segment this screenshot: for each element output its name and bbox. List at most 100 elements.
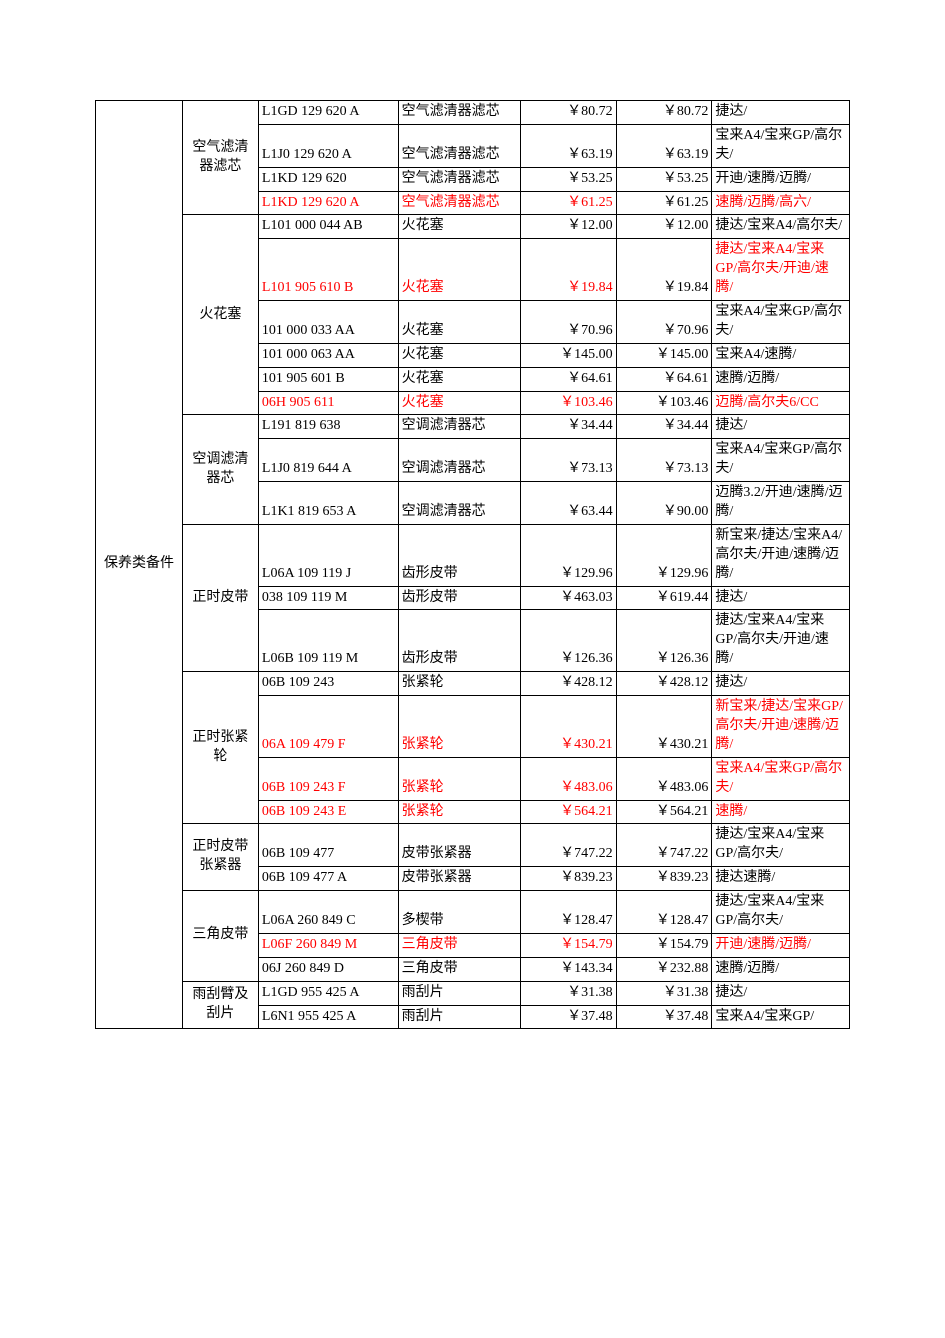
part-description: 齿形皮带 xyxy=(398,586,520,610)
price-2: ￥73.13 xyxy=(616,439,712,482)
part-description: 空气滤清器滤芯 xyxy=(398,101,520,125)
price-2: ￥232.88 xyxy=(616,957,712,981)
applicable-models: 宝来A4/宝来GP/高尔夫/ xyxy=(712,124,850,167)
price-1: ￥126.36 xyxy=(520,610,616,672)
part-number: 06B 109 243 xyxy=(258,672,398,696)
price-2: ￥619.44 xyxy=(616,586,712,610)
price-2: ￥90.00 xyxy=(616,482,712,525)
price-1: ￥463.03 xyxy=(520,586,616,610)
part-number: L1J0 129 620 A xyxy=(258,124,398,167)
price-2: ￥70.96 xyxy=(616,301,712,344)
price-1: ￥73.13 xyxy=(520,439,616,482)
applicable-models: 捷达/ xyxy=(712,981,850,1005)
part-description: 火花塞 xyxy=(398,239,520,301)
subcategory-cell: 正时皮带 xyxy=(182,524,258,671)
part-description: 空调滤清器芯 xyxy=(398,415,520,439)
part-description: 齿形皮带 xyxy=(398,524,520,586)
price-1: ￥34.44 xyxy=(520,415,616,439)
part-number: L1J0 819 644 A xyxy=(258,439,398,482)
subcategory-cell: 空调滤清器芯 xyxy=(182,415,258,524)
applicable-models: 宝来A4/速腾/ xyxy=(712,343,850,367)
price-1: ￥103.46 xyxy=(520,391,616,415)
part-number: L06B 109 119 M xyxy=(258,610,398,672)
price-1: ￥839.23 xyxy=(520,867,616,891)
parts-table: 保养类备件空气滤清器滤芯L1GD 129 620 A空气滤清器滤芯￥80.72￥… xyxy=(95,100,850,1029)
price-1: ￥430.21 xyxy=(520,696,616,758)
applicable-models: 捷达/宝来A4/宝来GP/高尔夫/开迪/速腾/ xyxy=(712,239,850,301)
part-number: L1KD 129 620 xyxy=(258,167,398,191)
price-2: ￥64.61 xyxy=(616,367,712,391)
part-description: 皮带张紧器 xyxy=(398,867,520,891)
price-1: ￥129.96 xyxy=(520,524,616,586)
price-2: ￥430.21 xyxy=(616,696,712,758)
price-2: ￥37.48 xyxy=(616,1005,712,1029)
table-row: 火花塞L101 000 044 AB火花塞￥12.00￥12.00捷达/宝来A4… xyxy=(96,215,850,239)
part-description: 三角皮带 xyxy=(398,933,520,957)
subcategory-cell: 三角皮带 xyxy=(182,891,258,982)
part-description: 空气滤清器滤芯 xyxy=(398,167,520,191)
price-2: ￥34.44 xyxy=(616,415,712,439)
part-number: L1K1 819 653 A xyxy=(258,482,398,525)
table-row: 正时张紧轮06B 109 243张紧轮￥428.12￥428.12捷达/ xyxy=(96,672,850,696)
applicable-models: 捷达/宝来A4/高尔夫/ xyxy=(712,215,850,239)
part-number: 06B 109 243 F xyxy=(258,757,398,800)
price-1: ￥145.00 xyxy=(520,343,616,367)
applicable-models: 捷达速腾/ xyxy=(712,867,850,891)
applicable-models: 速腾/ xyxy=(712,800,850,824)
table-row: 正时皮带张紧器06B 109 477皮带张紧器￥747.22￥747.22捷达/… xyxy=(96,824,850,867)
part-description: 齿形皮带 xyxy=(398,610,520,672)
part-description: 空调滤清器芯 xyxy=(398,482,520,525)
table-row: 保养类备件空气滤清器滤芯L1GD 129 620 A空气滤清器滤芯￥80.72￥… xyxy=(96,101,850,125)
price-1: ￥53.25 xyxy=(520,167,616,191)
part-description: 张紧轮 xyxy=(398,757,520,800)
part-number: L06F 260 849 M xyxy=(258,933,398,957)
part-description: 空气滤清器滤芯 xyxy=(398,124,520,167)
part-description: 张紧轮 xyxy=(398,672,520,696)
subcategory-cell: 火花塞 xyxy=(182,215,258,415)
price-1: ￥19.84 xyxy=(520,239,616,301)
price-2: ￥31.38 xyxy=(616,981,712,1005)
subcategory-cell: 空气滤清器滤芯 xyxy=(182,101,258,215)
price-2: ￥53.25 xyxy=(616,167,712,191)
applicable-models: 新宝来/捷达/宝来GP/高尔夫/开迪/速腾/迈腾/ xyxy=(712,696,850,758)
applicable-models: 迈腾/高尔夫6/CC xyxy=(712,391,850,415)
applicable-models: 开迪/速腾/迈腾/ xyxy=(712,167,850,191)
part-number: 06J 260 849 D xyxy=(258,957,398,981)
price-1: ￥63.44 xyxy=(520,482,616,525)
price-2: ￥61.25 xyxy=(616,191,712,215)
part-number: L1KD 129 620 A xyxy=(258,191,398,215)
applicable-models: 宝来A4/宝来GP/高尔夫/ xyxy=(712,757,850,800)
price-2: ￥12.00 xyxy=(616,215,712,239)
applicable-models: 速腾/迈腾/ xyxy=(712,957,850,981)
part-number: L1GD 129 620 A xyxy=(258,101,398,125)
price-1: ￥143.34 xyxy=(520,957,616,981)
price-2: ￥19.84 xyxy=(616,239,712,301)
price-2: ￥80.72 xyxy=(616,101,712,125)
price-2: ￥129.96 xyxy=(616,524,712,586)
price-1: ￥37.48 xyxy=(520,1005,616,1029)
part-number: 06B 109 477 xyxy=(258,824,398,867)
price-1: ￥63.19 xyxy=(520,124,616,167)
subcategory-cell: 正时张紧轮 xyxy=(182,672,258,824)
applicable-models: 捷达/ xyxy=(712,586,850,610)
part-number: 06B 109 243 E xyxy=(258,800,398,824)
part-number: L101 905 610 B xyxy=(258,239,398,301)
part-description: 雨刮片 xyxy=(398,981,520,1005)
applicable-models: 开迪/速腾/迈腾/ xyxy=(712,933,850,957)
applicable-models: 速腾/迈腾/ xyxy=(712,367,850,391)
price-1: ￥128.47 xyxy=(520,891,616,934)
part-number: 101 000 033 AA xyxy=(258,301,398,344)
part-number: 101 905 601 B xyxy=(258,367,398,391)
part-description: 火花塞 xyxy=(398,391,520,415)
part-description: 多楔带 xyxy=(398,891,520,934)
applicable-models: 捷达/ xyxy=(712,672,850,696)
applicable-models: 速腾/迈腾/高六/ xyxy=(712,191,850,215)
part-number: 101 000 063 AA xyxy=(258,343,398,367)
price-2: ￥126.36 xyxy=(616,610,712,672)
applicable-models: 宝来A4/宝来GP/高尔夫/ xyxy=(712,301,850,344)
price-2: ￥154.79 xyxy=(616,933,712,957)
part-number: L06A 109 119 J xyxy=(258,524,398,586)
applicable-models: 捷达/宝来A4/宝来GP/高尔夫/开迪/速腾/ xyxy=(712,610,850,672)
price-1: ￥154.79 xyxy=(520,933,616,957)
price-2: ￥564.21 xyxy=(616,800,712,824)
